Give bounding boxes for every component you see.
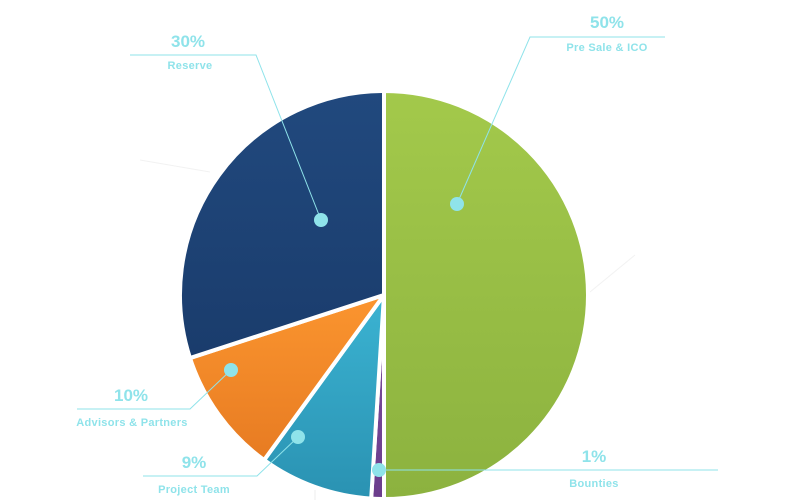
slice-label-pre-sale-ico: Pre Sale & ICO <box>566 42 647 54</box>
leader-lines <box>77 36 718 477</box>
slice-percent-project-team: 9% <box>182 453 207 472</box>
leader-line-project-team <box>143 436 299 477</box>
slice-labels: 50% Pre Sale & ICO 1% Bounties 9% Project Tea… <box>76 13 647 496</box>
slice-label-advisors-partners: Advisors & Partners <box>76 417 187 429</box>
slice-label-bounties: Bounties <box>569 478 618 490</box>
slice-percent-pre-sale-ico: 50% <box>590 13 624 32</box>
slice-percent-bounties: 1% <box>582 447 607 466</box>
leader-dot-project-team <box>291 430 305 444</box>
pie-slice-pre-sale-ico <box>382 89 590 500</box>
leader-dot-reserve <box>314 213 328 227</box>
leader-dot-advisors-partners <box>224 363 238 377</box>
leader-line-pre-sale-ico <box>456 36 665 205</box>
pie-slice-advisors-partners <box>187 293 386 463</box>
leader-line-advisors-partners <box>77 369 232 410</box>
slice-label-project-team: Project Team <box>158 484 230 496</box>
pie-slices <box>178 89 590 500</box>
pie-slice-reserve <box>178 89 386 361</box>
slice-percent-advisors-partners: 10% <box>114 386 148 405</box>
pie-slice-project-team <box>262 293 386 500</box>
background-lines <box>139 159 636 500</box>
leader-dot-bounties <box>372 463 386 477</box>
slice-percent-reserve: 30% <box>171 32 205 51</box>
leader-dot-pre-sale-ico <box>450 197 464 211</box>
leader-line-reserve <box>130 54 322 221</box>
slice-label-reserve: Reserve <box>168 60 213 72</box>
